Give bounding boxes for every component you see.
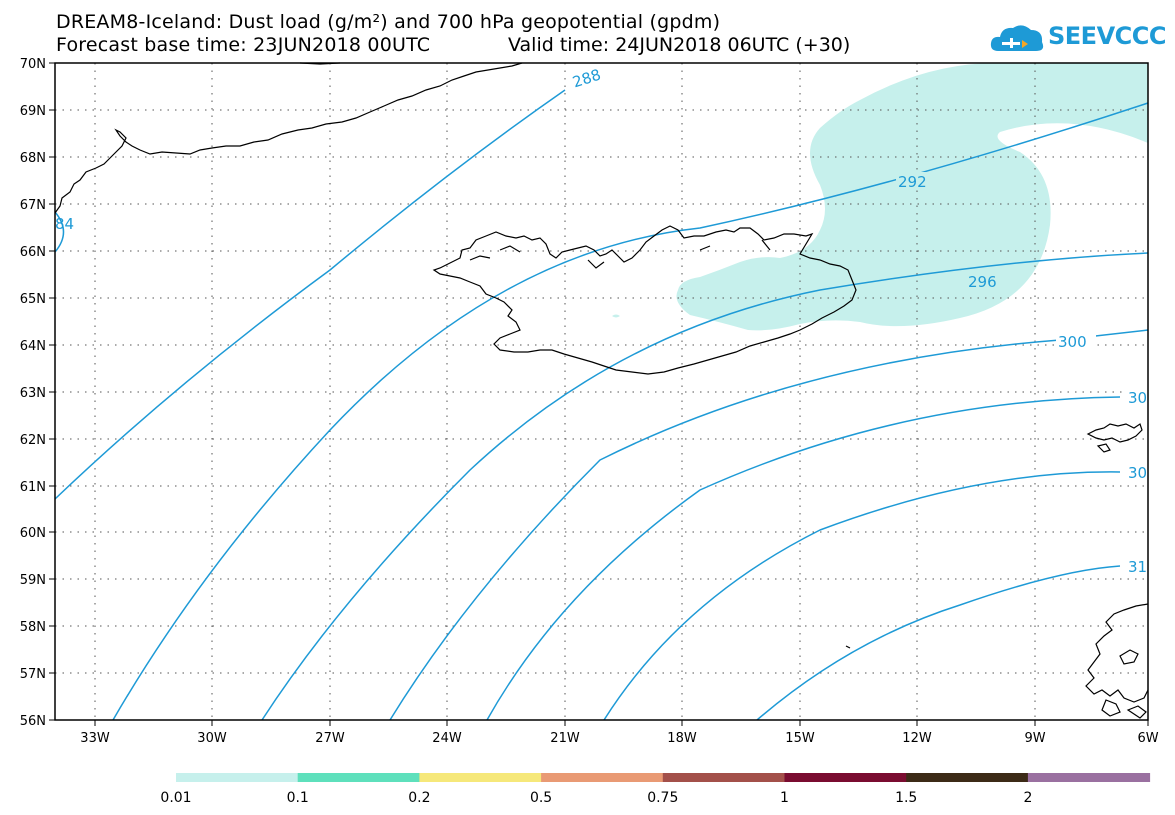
- lat-label: 59N: [20, 573, 46, 588]
- tick-marks: [49, 62, 1149, 726]
- colorbar-swatch: [297, 773, 420, 782]
- colorbar-swatch: [662, 773, 785, 782]
- lat-label: 57N: [20, 667, 46, 682]
- contour-label-284: 84: [55, 215, 74, 233]
- lat-label: 60N: [20, 526, 46, 541]
- lon-label: 21W: [550, 731, 580, 746]
- lon-label: 27W: [315, 731, 345, 746]
- contour-label-300: 300: [1058, 333, 1087, 351]
- colorbar-label: 0.2: [408, 790, 430, 806]
- colorbar: 0.01 0.1 0.2 0.5 0.75 1 1.5 2: [160, 773, 1151, 806]
- valid-time: Valid time: 24JUN2018 06UTC (+30): [508, 34, 851, 56]
- lat-label: 62N: [20, 433, 46, 448]
- colorbar-label: 0.01: [160, 790, 191, 806]
- colorbar-label: 1: [780, 790, 789, 806]
- lat-label: 70N: [20, 57, 46, 72]
- colorbar-label: 2: [1023, 790, 1032, 806]
- lon-label: 18W: [667, 731, 697, 746]
- colorbar-swatch: [1027, 773, 1151, 782]
- lon-label: 24W: [432, 731, 462, 746]
- contour-label-312: 31: [1128, 558, 1147, 576]
- colorbar-label: 0.75: [647, 790, 678, 806]
- colorbar-swatch: [176, 773, 299, 782]
- lon-label: 33W: [80, 731, 110, 746]
- longitude-labels: 33W 30W 27W 24W 21W 18W 15W 12W 9W 6W: [80, 731, 1158, 746]
- lat-label: 64N: [20, 339, 46, 354]
- logo-text: SEEVCCC: [1048, 22, 1167, 50]
- lon-label: 15W: [785, 731, 815, 746]
- lon-label: 12W: [902, 731, 932, 746]
- lon-label: 30W: [197, 731, 227, 746]
- colorbar-label: 1.5: [895, 790, 917, 806]
- colorbar-swatch: [541, 773, 664, 782]
- contour-label-304: 30: [1128, 389, 1147, 407]
- cloud-logo-icon: [990, 25, 1044, 51]
- lat-label: 63N: [20, 386, 46, 401]
- colorbar-swatch: [419, 773, 542, 782]
- lat-label: 58N: [20, 620, 46, 635]
- lat-label: 65N: [20, 292, 46, 307]
- lat-label: 68N: [20, 151, 46, 166]
- map-title: DREAM8-Iceland: Dust load (g/m²) and 700…: [56, 11, 721, 33]
- contour-labels: 288 292 296 300 30 30 31 84: [55, 65, 1148, 576]
- lat-label: 56N: [20, 714, 46, 729]
- colorbar-label: 0.1: [287, 790, 309, 806]
- colorbar-swatch: [906, 773, 1029, 782]
- contour-label-308: 30: [1128, 464, 1147, 482]
- latitude-labels: 70N 69N 68N 67N 66N 65N 64N 63N 62N 61N …: [20, 57, 46, 729]
- lon-label: 9W: [1024, 731, 1045, 746]
- coastlines: [54, 62, 1149, 719]
- lat-label: 69N: [20, 104, 46, 119]
- forecast-base-time: Forecast base time: 23JUN2018 00UTC: [56, 34, 431, 56]
- lon-label: 6W: [1137, 731, 1158, 746]
- contour-label-292: 292: [898, 173, 927, 191]
- lat-label: 67N: [20, 198, 46, 213]
- dust-load-area: [612, 62, 1148, 331]
- colorbar-swatch: [784, 773, 907, 782]
- lat-label: 66N: [20, 245, 46, 260]
- colorbar-label: 0.5: [530, 790, 552, 806]
- lat-label: 61N: [20, 480, 46, 495]
- contour-label-296: 296: [968, 273, 997, 291]
